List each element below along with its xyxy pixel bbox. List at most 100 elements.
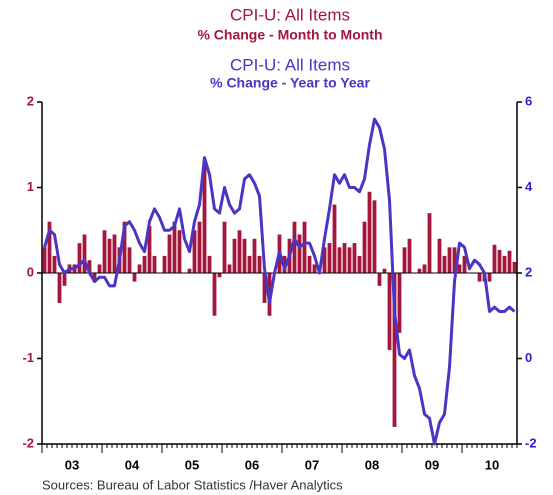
x-tick-label: 03 <box>65 457 79 472</box>
y2-tick-label: 4 <box>525 179 533 194</box>
bar <box>297 234 302 273</box>
bar <box>512 261 517 273</box>
bar <box>222 221 227 273</box>
bar <box>312 264 317 273</box>
bar <box>162 255 167 273</box>
bar <box>47 221 52 273</box>
bar <box>232 238 237 273</box>
bar <box>397 273 402 333</box>
bar <box>347 247 352 273</box>
bar <box>497 249 502 273</box>
bar <box>292 221 297 273</box>
bar <box>302 221 307 273</box>
y-tick-label: -1 <box>22 350 34 365</box>
bar <box>382 268 387 273</box>
bar <box>367 191 372 273</box>
bar <box>132 273 137 282</box>
bar <box>142 255 147 273</box>
bar <box>437 238 442 273</box>
bar <box>462 255 467 273</box>
bar <box>127 247 132 273</box>
x-tick-label: 09 <box>425 457 439 472</box>
bar <box>257 255 262 273</box>
bar <box>332 204 337 273</box>
bar <box>107 238 112 273</box>
bar <box>457 264 462 273</box>
bar <box>147 225 152 273</box>
bar <box>212 273 217 316</box>
bar <box>227 264 232 273</box>
series-title: CPI-U: All Items <box>230 5 350 24</box>
bar <box>122 221 127 273</box>
y-tick-label: 1 <box>27 179 34 194</box>
bar <box>372 200 377 273</box>
bar <box>42 247 47 273</box>
bar <box>362 221 367 273</box>
bar <box>217 273 222 278</box>
bar <box>197 221 202 273</box>
bar <box>502 255 507 273</box>
bar <box>427 213 432 273</box>
bar <box>322 247 327 273</box>
bar <box>442 255 447 273</box>
series-title: CPI-U: All Items <box>230 55 350 74</box>
bar <box>447 247 452 273</box>
x-tick-label: 07 <box>305 457 319 472</box>
bar <box>402 247 407 273</box>
x-tick-label: 08 <box>365 457 379 472</box>
bar <box>422 264 427 273</box>
y2-tick-label: 2 <box>525 264 532 279</box>
bar <box>342 243 347 273</box>
series-subtitle: % Change - Month to Month <box>197 27 382 43</box>
bar <box>417 268 422 273</box>
bar <box>177 230 182 273</box>
line <box>43 117 516 446</box>
bar <box>77 243 82 273</box>
bar <box>327 243 332 273</box>
y-tick-label: 2 <box>27 93 34 108</box>
bar <box>202 161 207 273</box>
x-tick-label: 10 <box>485 457 499 472</box>
bar <box>57 273 62 303</box>
bar <box>112 234 117 273</box>
bar <box>137 264 142 273</box>
y2-tick-label: 6 <box>525 93 532 108</box>
x-tick-label: 06 <box>245 457 259 472</box>
bar <box>237 230 242 273</box>
y2-tick-label: -2 <box>525 435 537 450</box>
bar <box>172 221 177 273</box>
bar <box>377 273 382 286</box>
bar <box>187 268 192 273</box>
bar <box>152 255 157 273</box>
bar <box>407 238 412 273</box>
bar <box>507 250 512 273</box>
x-tick-label: 04 <box>125 457 140 472</box>
bar <box>352 243 357 273</box>
bar <box>492 244 497 273</box>
bar <box>52 255 57 273</box>
bar <box>392 273 397 427</box>
bar <box>452 247 457 273</box>
y-tick-label: 0 <box>27 264 34 279</box>
bar <box>247 255 252 273</box>
y2-tick-label: 0 <box>525 350 532 365</box>
bar <box>102 230 107 273</box>
bar <box>87 260 92 273</box>
series-subtitle: % Change - Year to Year <box>210 75 370 91</box>
bar <box>62 273 67 286</box>
bar <box>387 273 392 350</box>
y-tick-label: -2 <box>22 435 34 450</box>
bar <box>307 255 312 273</box>
bar <box>262 273 267 303</box>
bar <box>487 273 492 282</box>
bar <box>357 255 362 273</box>
bar <box>167 234 172 273</box>
bar <box>92 273 97 282</box>
bar <box>82 234 87 273</box>
bar <box>192 230 197 273</box>
bar <box>252 238 257 273</box>
bar <box>207 255 212 273</box>
bar <box>477 273 482 282</box>
bar <box>242 238 247 273</box>
